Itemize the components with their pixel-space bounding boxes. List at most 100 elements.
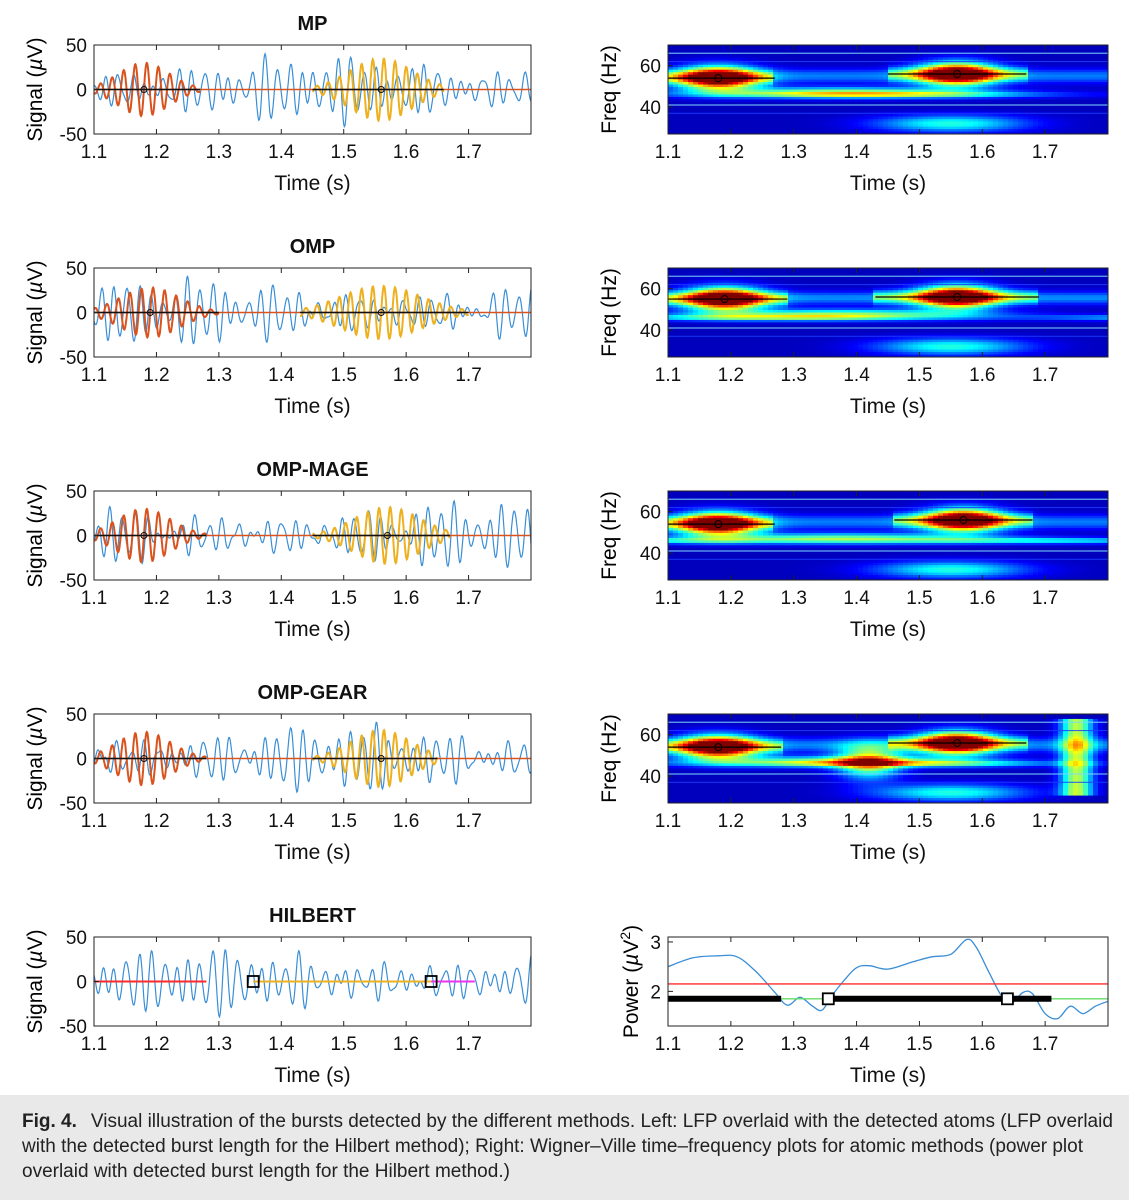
heatmap-cell: [963, 49, 969, 54]
heatmap-cell: [938, 292, 944, 296]
heatmap-cell: [958, 297, 964, 301]
heatmap-cell: [918, 287, 924, 291]
heatmap-cell: [768, 45, 774, 49]
heatmap-cell: [898, 62, 904, 66]
heatmap-cell: [778, 77, 784, 81]
heatmap-cell: [1018, 94, 1024, 98]
heatmap-cell: [783, 104, 789, 108]
heatmap-cell: [808, 121, 814, 125]
heatmap-cell: [723, 47, 729, 51]
heatmap-cell: [703, 272, 709, 277]
heatmap-cell: [943, 101, 949, 105]
heatmap-cell: [838, 91, 844, 96]
heatmap-cell: [973, 104, 979, 108]
heatmap-cell: [963, 79, 969, 83]
heatmap-cell: [838, 94, 844, 98]
heatmap-cell: [748, 314, 754, 319]
heatmap-cell: [888, 287, 894, 291]
heatmap-cell: [943, 87, 949, 91]
heatmap-cell: [1088, 69, 1094, 73]
heatmap-cell: [1088, 49, 1094, 54]
heatmap-cell: [1048, 302, 1054, 306]
heatmap-cell: [703, 109, 709, 113]
heatmap-cell: [808, 79, 814, 83]
heatmap-cell: [1023, 91, 1029, 96]
heatmap-cell: [903, 82, 909, 86]
heatmap-cell: [1003, 290, 1009, 294]
heatmap-cell: [688, 109, 694, 113]
heatmap-cell: [803, 285, 809, 289]
heatmap-cell: [753, 270, 759, 274]
heatmap-cell: [1068, 82, 1074, 86]
heatmap-cell: [808, 302, 814, 306]
heatmap-cell: [948, 290, 954, 294]
heatmap-cell: [758, 54, 764, 58]
heatmap-cell: [918, 87, 924, 91]
heatmap-cell: [973, 270, 979, 274]
heatmap-cell: [843, 297, 849, 301]
heatmap-cell: [1023, 268, 1029, 272]
heatmap-cell: [973, 49, 979, 54]
heatmap-cell: [1008, 131, 1014, 134]
heatmap-cell: [923, 312, 929, 316]
heatmap-cell: [738, 307, 744, 311]
heatmap-cell: [793, 114, 799, 118]
heatmap-cell: [923, 114, 929, 118]
heatmap-cell: [828, 67, 834, 71]
heatmap-cell: [1008, 49, 1014, 54]
heatmap-cell: [853, 268, 859, 272]
heatmap-cell: [1093, 302, 1099, 306]
heatmap-cell: [1093, 292, 1099, 296]
heatmap-cell: [968, 77, 974, 81]
heatmap-cell: [813, 109, 819, 113]
heatmap-cell: [768, 94, 774, 98]
heatmap-cell: [1013, 277, 1019, 281]
heatmap-cell: [1043, 116, 1049, 120]
heatmap-cell: [933, 94, 939, 98]
heatmap-cell: [1098, 290, 1104, 294]
heatmap-cell: [958, 312, 964, 316]
heatmap-cell: [818, 272, 824, 277]
heatmap-cell: [708, 52, 714, 56]
heatmap-cell: [1033, 67, 1039, 71]
heatmap-cell: [1013, 77, 1019, 81]
heatmap-cell: [768, 82, 774, 86]
heatmap-cell: [1083, 72, 1089, 76]
heatmap-cell: [728, 96, 734, 100]
heatmap-cell: [988, 79, 994, 83]
heatmap-cell: [1008, 310, 1014, 314]
heatmap-cell: [1073, 99, 1079, 103]
heatmap-cell: [823, 57, 829, 61]
heatmap-cell: [908, 104, 914, 108]
heatmap-cell: [958, 121, 964, 125]
heatmap-cell: [973, 45, 979, 49]
heatmap-cell: [1043, 270, 1049, 274]
heatmap-cell: [1058, 295, 1064, 299]
heatmap-cell: [818, 104, 824, 108]
heatmap-cell: [853, 79, 859, 83]
heatmap-cell: [1053, 280, 1059, 284]
heatmap-cell: [683, 310, 689, 314]
heatmap-cell: [993, 310, 999, 314]
heatmap-cell: [773, 96, 779, 100]
heatmap-cell: [988, 62, 994, 66]
heatmap-cell: [713, 57, 719, 61]
heatmap-cell: [718, 114, 724, 118]
heatmap-cell: [718, 129, 724, 133]
heatmap-cell: [893, 49, 899, 54]
heatmap-cell: [778, 94, 784, 98]
heatmap-cell: [783, 272, 789, 277]
heatmap-cell: [863, 69, 869, 73]
heatmap-cell: [993, 131, 999, 134]
heatmap-cell: [958, 280, 964, 284]
heatmap-cell: [923, 307, 929, 311]
heatmap-cell: [1083, 277, 1089, 281]
heatmap-cell: [683, 99, 689, 103]
heatmap-cell: [963, 272, 969, 277]
heatmap-cell: [1053, 124, 1059, 128]
heatmap-cell: [878, 109, 884, 113]
heatmap-cell: [1028, 104, 1034, 108]
heatmap-cell: [798, 49, 804, 54]
heatmap-cell: [1103, 270, 1108, 274]
heatmap-cell: [743, 89, 749, 93]
